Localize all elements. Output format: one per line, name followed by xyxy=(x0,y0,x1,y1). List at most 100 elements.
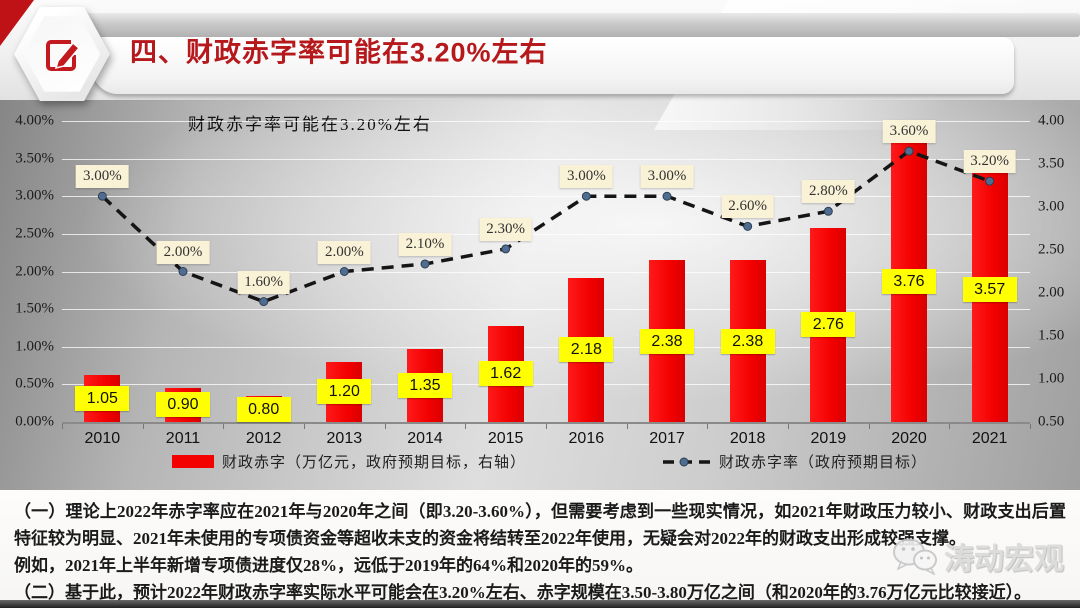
x-axis-year-label: 2012 xyxy=(245,430,282,447)
page-title: 四、财政赤字率可能在3.20%左右 xyxy=(130,37,548,68)
edit-pencil-icon xyxy=(46,40,81,71)
line-marker xyxy=(985,176,995,186)
x-axis-year-label: 2020 xyxy=(891,430,927,447)
right-axis-label: 0.50 xyxy=(1038,413,1065,430)
gridline xyxy=(62,384,1030,386)
bar-data-label: 1.35 xyxy=(398,372,452,398)
legend-label: 财政赤字（万亿元，政府预期目标，右轴） xyxy=(222,455,527,471)
line-marker xyxy=(97,191,107,201)
gridline xyxy=(62,233,1030,235)
legend-red-bar-swatch xyxy=(172,455,214,468)
x-axis-tick xyxy=(788,424,789,429)
watermark-text: 涛动宏观 xyxy=(944,543,1064,576)
footer-paragraph-2: 例如，2021年上半年新增专项债进度仅28%，远低于2019年的64%和2020… xyxy=(14,556,643,575)
line-marker xyxy=(581,191,591,201)
x-axis-tick xyxy=(546,424,547,429)
bar-data-label: 2.18 xyxy=(559,337,614,363)
x-axis-year-label: 2021 xyxy=(971,430,1008,447)
bar-data-label: 0.80 xyxy=(236,396,291,422)
footer: （一）理论上2022年赤字率应在2021年与2020年之间（即3.20-3.60… xyxy=(0,490,1080,602)
x-axis-year-label: 2019 xyxy=(810,430,847,447)
bar-data-label: 3.76 xyxy=(882,269,936,295)
gridline xyxy=(62,271,1030,273)
header-title-plate xyxy=(92,37,1014,94)
line-data-label: 1.60% xyxy=(237,270,291,294)
line-marker xyxy=(501,244,511,254)
x-axis-year-label: 2017 xyxy=(649,430,685,447)
x-axis-year-label: 2011 xyxy=(165,430,201,447)
line-marker xyxy=(904,146,914,156)
left-axis-label: 1.00% xyxy=(15,338,54,355)
right-axis-label: 2.50 xyxy=(1038,241,1065,258)
bottom-strip xyxy=(0,600,1080,608)
header: 四、财政赤字率可能在3.20%左右 xyxy=(0,0,1080,130)
left-axis-label: 3.50% xyxy=(15,150,54,167)
footer-paragraph-1: （一）理论上2022年赤字率应在2021年与2020年之间（即3.20-3.60… xyxy=(14,502,1066,548)
bar-data-label: 2.38 xyxy=(720,328,775,354)
x-axis-tick xyxy=(707,424,709,429)
bar-data-label: 0.90 xyxy=(156,392,210,418)
left-axis-label: 1.50% xyxy=(15,300,54,317)
right-axis-label: 1.00 xyxy=(1038,370,1065,387)
left-axis-label: 3.00% xyxy=(15,187,54,204)
legend-label: 财政赤字率（政府预期目标） xyxy=(719,455,928,471)
bar-data-label: 2.76 xyxy=(801,312,856,338)
bar-data-label: 1.05 xyxy=(75,385,130,411)
line-data-label: 3.00% xyxy=(640,165,694,189)
legend-dashed-line-swatch xyxy=(663,457,711,466)
x-axis-line xyxy=(62,422,1030,424)
left-axis-label: 0.50% xyxy=(15,375,54,392)
line-marker xyxy=(339,267,349,276)
x-axis-tick xyxy=(1030,424,1031,429)
x-axis-tick xyxy=(62,424,63,429)
x-axis-tick xyxy=(949,424,951,429)
x-axis-tick xyxy=(142,424,144,429)
line-marker xyxy=(259,297,269,307)
line-data-label: 2.80% xyxy=(801,180,855,204)
gridline xyxy=(62,346,1030,348)
chart-area: 财政赤字率可能在3.20%左右 4.00% 3.50% 3.00% 2.50% 2.00… xyxy=(0,100,1080,490)
line-data-label: 2.00% xyxy=(317,240,371,264)
line-data-label: 3.00% xyxy=(559,165,613,189)
bar-data-label: 3.57 xyxy=(962,277,1017,303)
x-axis-year-label: 2010 xyxy=(84,430,121,447)
line-marker xyxy=(823,206,833,216)
gridline xyxy=(62,158,1030,160)
right-axis-label: 3.50 xyxy=(1038,155,1065,172)
line-marker xyxy=(420,259,430,269)
left-axis-label: 4.00% xyxy=(15,112,54,129)
line-data-label: 2.10% xyxy=(398,232,452,256)
footer-paragraph-3: （二）基于此，预计2022年财政赤字率实际水平可能会在3.20%左右、赤字规模在… xyxy=(14,583,1032,602)
left-axis-label: 0.00% xyxy=(15,413,54,430)
hexagon-badge xyxy=(14,5,110,103)
x-axis-year-label: 2018 xyxy=(729,430,766,447)
x-axis-year-label: 2016 xyxy=(568,430,605,447)
gridline xyxy=(62,309,1030,311)
x-axis-tick xyxy=(626,424,628,429)
x-axis-year-label: 2014 xyxy=(407,430,443,447)
line-marker xyxy=(662,191,672,201)
wechat-icon xyxy=(893,538,937,575)
legend-item-deficit: 财政赤字（万亿元，政府预期目标，右轴） xyxy=(172,451,526,472)
x-axis-tick xyxy=(465,424,467,429)
line-data-label: 3.20% xyxy=(963,150,1017,174)
line-marker xyxy=(178,267,188,276)
right-axis-label: 2.00 xyxy=(1038,284,1065,301)
x-axis-tick xyxy=(868,424,870,429)
legend-item-deficit-rate: 财政赤字率（政府预期目标） xyxy=(663,451,927,472)
bar-data-label: 1.62 xyxy=(478,361,533,387)
line-data-label: 2.30% xyxy=(479,217,533,241)
line-data-label: 2.00% xyxy=(156,240,210,264)
right-axis-label: 3.00 xyxy=(1038,198,1065,215)
line-data-label: 2.60% xyxy=(721,195,775,219)
chart-title: 财政赤字率可能在3.20%左右 xyxy=(188,115,432,134)
watermark: 涛动宏观 xyxy=(892,534,1064,578)
x-axis-tick xyxy=(304,424,305,429)
left-axis-label: 2.50% xyxy=(15,225,54,242)
line-marker xyxy=(743,221,753,231)
x-axis-tick xyxy=(223,424,225,429)
line-data-label: 3.00% xyxy=(75,165,129,189)
gridline xyxy=(62,121,1030,122)
bar-data-label: 1.20 xyxy=(317,379,372,405)
header-silver-band xyxy=(60,13,1080,37)
